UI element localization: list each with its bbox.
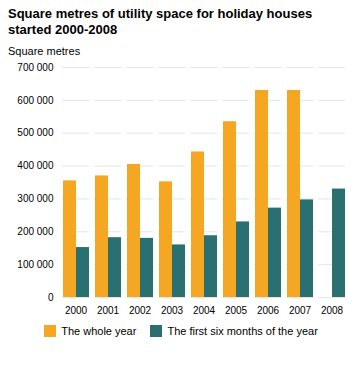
svg-text:2001: 2001 (97, 304, 120, 315)
svg-text:2006: 2006 (257, 304, 280, 315)
svg-text:100 000: 100 000 (17, 258, 54, 269)
html-text:The whole year: The whole year (61, 324, 137, 337)
html-text:Square metres of utility space: Square metres of utility space for holid… (8, 6, 313, 38)
svg-text:300 000: 300 000 (17, 193, 54, 204)
svg-text:400 000: 400 000 (17, 160, 54, 171)
svg-text:2008: 2008 (321, 304, 344, 315)
svg-text:700 000: 700 000 (17, 61, 54, 72)
svg-text:2007: 2007 (289, 304, 312, 315)
svg-text:2002: 2002 (129, 304, 152, 315)
svg-text:0: 0 (48, 291, 54, 302)
svg-text:2003: 2003 (161, 304, 184, 315)
html-text:Square metres: Square metres (8, 44, 81, 57)
svg-text:2005: 2005 (225, 304, 248, 315)
svg-text:600 000: 600 000 (17, 94, 54, 105)
svg-text:200 000: 200 000 (17, 225, 54, 236)
html-text:The first six months of the ye: The first six months of the year (167, 324, 318, 337)
svg-text:2000: 2000 (65, 304, 88, 315)
svg-text:2004: 2004 (193, 304, 216, 315)
svg-text:500 000: 500 000 (17, 127, 54, 138)
